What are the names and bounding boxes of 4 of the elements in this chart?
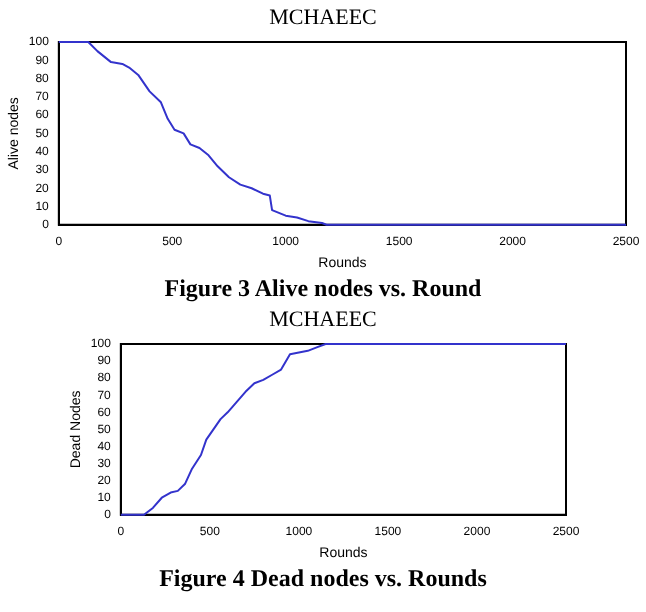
caption: Figure 3 Alive nodes vs. Round — [162, 274, 484, 302]
chart-title: MCHAEEC — [267, 308, 379, 332]
chart-title: MCHAEEC — [267, 6, 379, 30]
caption: Figure 4 Dead nodes vs. Rounds — [157, 564, 489, 592]
